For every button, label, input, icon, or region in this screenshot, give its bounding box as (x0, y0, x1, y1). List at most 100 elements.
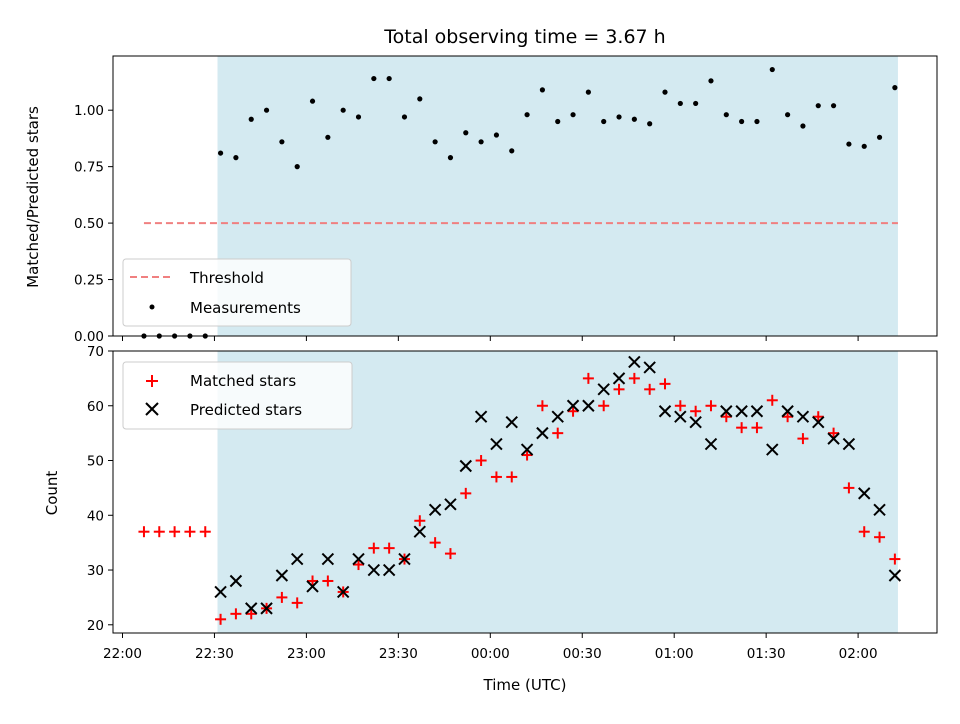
matched-star-point (444, 548, 456, 560)
predicted-star-point (536, 426, 549, 440)
measurement-point (371, 75, 377, 82)
measurements-legend-label: Measurements (190, 299, 301, 317)
measurement-point (279, 139, 285, 145)
predicted-star-point (474, 410, 488, 423)
measurement-point (401, 114, 408, 120)
chart-title: Total observing time = 3.67 h (383, 26, 665, 48)
measurement-point (631, 116, 637, 122)
measurement-point (463, 130, 469, 136)
y-tick-label: 0.25 (74, 273, 104, 289)
matched-legend-label: Matched stars (190, 372, 296, 390)
matched-star-point (460, 487, 472, 499)
predicted-star-point (444, 498, 457, 511)
y-tick-label: 60 (87, 399, 104, 415)
predicted-star-point (750, 405, 764, 418)
predicted-star-point (735, 405, 748, 418)
matched-star-point (659, 378, 671, 390)
predicted-star-point (275, 569, 289, 582)
matched-star-point (138, 526, 150, 538)
matched-star-point (720, 411, 732, 423)
measurement-point (616, 114, 622, 120)
measurement-point (693, 100, 699, 107)
predicted-star-point (306, 580, 319, 593)
y-tick-label: 0.00 (74, 329, 104, 345)
top-y-axis-label: Matched/Predicted stars (24, 106, 42, 288)
matched-star-point (858, 526, 870, 538)
matched-star-point (889, 553, 901, 565)
predicted-star-point (367, 563, 381, 577)
predicted-star-point (597, 383, 610, 396)
matched-star-point (782, 411, 794, 423)
x-tick-label: 02:00 (839, 646, 878, 662)
bottom-y-ticks: 20 30 40 50 60 70 (87, 344, 113, 634)
matched-star-point (751, 422, 763, 434)
predicted-star-point (520, 443, 534, 456)
predicted-star-point (873, 503, 886, 517)
predicted-star-point (260, 602, 273, 615)
bottom-legend-box (122, 361, 353, 430)
predicted-star-point (858, 487, 871, 500)
measurement-point (723, 112, 729, 118)
measurement-point (340, 107, 346, 113)
measurement-point (386, 75, 392, 82)
measurement-point (248, 116, 254, 122)
matched-star-point (414, 515, 426, 527)
matched-star-point (766, 394, 778, 406)
predicted-star-point (245, 602, 258, 615)
predicted-star-point (566, 399, 580, 412)
measurement-point (769, 66, 775, 73)
matched-star-point (368, 542, 380, 554)
matched-star-point (353, 559, 365, 571)
predicted-star-point (290, 552, 304, 566)
matched-star-point (598, 400, 610, 412)
bottom-y-axis-label: Count (43, 471, 61, 516)
measurement-point (800, 123, 806, 129)
matched-star-point (199, 526, 211, 538)
matched-star-point (797, 433, 809, 445)
x-tick-label: 01:30 (747, 646, 786, 662)
measurement-point (861, 143, 867, 149)
measurement-point (417, 96, 423, 102)
matched-star-point (812, 411, 824, 423)
measurement-point (708, 78, 714, 84)
matched-star-point (291, 597, 303, 609)
predicted-star-point (428, 503, 442, 517)
measurement-point (585, 89, 591, 95)
predicted-star-point (505, 415, 518, 429)
measurement-point (539, 87, 546, 93)
predicted-star-point (766, 443, 779, 456)
predicted-star-point (490, 437, 503, 451)
matched-star-point (490, 471, 502, 483)
predicted-star-point (352, 552, 365, 566)
top-y-ticks: 0.00 0.25 0.50 0.75 1.00 (74, 103, 113, 345)
matched-star-point (552, 427, 564, 439)
measurement-point (355, 114, 362, 120)
predicted-legend-label: Predicted stars (190, 401, 302, 419)
measurement-point (432, 139, 438, 145)
measurement-point (493, 132, 500, 138)
y-tick-label: 30 (87, 563, 104, 579)
matched-star-point (475, 455, 487, 467)
threshold-legend-label: Threshold (189, 269, 264, 287)
matched-star-point (628, 372, 640, 384)
predicted-star-point (720, 405, 733, 418)
matched-star-point (521, 449, 533, 461)
x-tick-label: 23:30 (379, 646, 418, 662)
predicted-star-point (413, 525, 427, 538)
matched-star-point (613, 383, 625, 395)
top-axes-frame (112, 55, 938, 337)
matched-star-point (215, 613, 227, 625)
x-tick-label: 22:00 (103, 646, 142, 662)
matched-star-point (169, 526, 181, 538)
predicted-star-point (459, 459, 472, 473)
measurement-point (509, 148, 515, 154)
matched-legend-swatch (146, 375, 158, 387)
predicted-legend-swatch (145, 402, 159, 416)
measurement-point (677, 100, 683, 107)
measurement-point (892, 85, 898, 91)
matched-star-point (153, 526, 165, 538)
predicted-star-point (382, 563, 396, 577)
measurements-legend-swatch (149, 304, 155, 310)
x-tick-label: 01:00 (655, 646, 694, 662)
